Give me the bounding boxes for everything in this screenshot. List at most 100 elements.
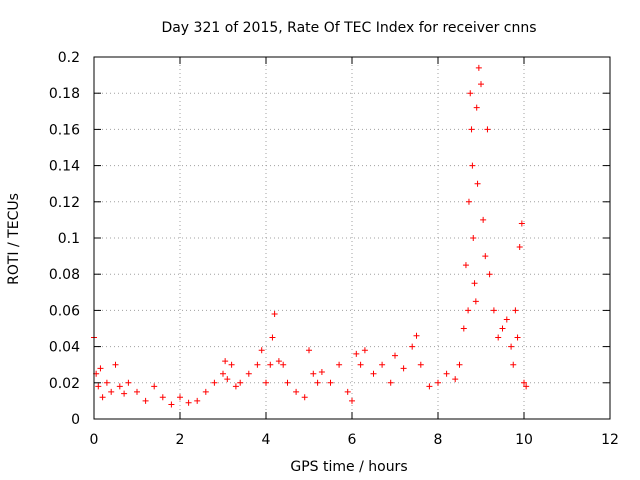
- data-point: [306, 347, 312, 354]
- y-tick-label: 0.12: [49, 195, 80, 211]
- data-point: [474, 180, 481, 187]
- data-point: [370, 370, 377, 377]
- data-point: [471, 280, 478, 287]
- data-point: [232, 383, 239, 390]
- data-point: [443, 370, 450, 377]
- data-point: [465, 198, 472, 205]
- data-point: [475, 64, 482, 71]
- data-point: [108, 388, 115, 395]
- data-point: [387, 379, 394, 386]
- data-point: [245, 370, 252, 377]
- data-point: [314, 379, 321, 386]
- data-point: [467, 90, 474, 97]
- data-point: [116, 383, 123, 390]
- data-point: [400, 365, 407, 372]
- y-tick-label: 0.04: [49, 340, 80, 356]
- data-point: [224, 376, 231, 383]
- data-point: [523, 383, 530, 390]
- data-point: [514, 334, 521, 341]
- data-point: [220, 370, 226, 377]
- data-point: [495, 334, 502, 341]
- data-point: [228, 361, 235, 368]
- data-point: [103, 379, 110, 386]
- data-point: [503, 316, 510, 323]
- data-point: [336, 361, 343, 368]
- data-point: [472, 298, 479, 305]
- data-point: [484, 126, 491, 133]
- y-tick-label: 0.18: [49, 86, 80, 102]
- data-point: [254, 361, 261, 368]
- x-tick-label: 4: [262, 432, 271, 448]
- data-point: [512, 307, 519, 314]
- data-point: [452, 376, 459, 383]
- data-point: [194, 397, 201, 404]
- data-point: [310, 370, 317, 377]
- data-point: [151, 383, 158, 390]
- data-point: [327, 379, 334, 386]
- data-point: [185, 399, 192, 406]
- data-point: [469, 162, 476, 169]
- data-point: [508, 343, 515, 350]
- data-point: [202, 388, 209, 395]
- data-point: [361, 347, 368, 354]
- data-point: [460, 325, 467, 332]
- data-point: [349, 397, 355, 404]
- data-point: [280, 361, 287, 368]
- data-point: [482, 253, 489, 260]
- data-point: [222, 358, 229, 365]
- data-point: [465, 307, 472, 314]
- data-point: [379, 361, 386, 368]
- y-tick-label: 0.08: [49, 267, 80, 283]
- data-point: [344, 388, 351, 395]
- grid: [94, 57, 610, 419]
- data-point: [211, 379, 218, 386]
- data-point: [480, 216, 487, 223]
- data-point: [293, 388, 300, 395]
- data-point: [409, 343, 416, 350]
- data-point: [318, 368, 325, 375]
- data-point: [275, 358, 282, 365]
- data-point: [462, 262, 469, 269]
- data-point: [95, 383, 102, 390]
- data-point: [134, 388, 140, 395]
- data-point: [168, 401, 175, 408]
- data-point: [413, 332, 420, 339]
- data-point: [417, 361, 424, 368]
- data-point: [478, 81, 484, 88]
- data-point: [258, 347, 265, 354]
- x-tick-label: 10: [515, 432, 533, 448]
- data-point: [357, 361, 364, 368]
- data-point: [510, 361, 517, 368]
- data-point: [518, 220, 525, 227]
- y-tick-label: 0.16: [49, 122, 80, 138]
- data-point: [267, 361, 274, 368]
- data-point: [468, 126, 475, 133]
- x-tick-label: 12: [601, 432, 619, 448]
- y-tick-label: 0.2: [58, 50, 80, 66]
- data-point: [392, 352, 398, 359]
- data-point: [499, 325, 506, 332]
- x-axis-title: GPS time / hours: [290, 459, 407, 475]
- data-point: [263, 379, 269, 386]
- data-point: [470, 235, 477, 241]
- data-point: [142, 397, 149, 404]
- data-point: [486, 271, 493, 278]
- x-tick-label: 2: [176, 432, 185, 448]
- data-point: [301, 394, 308, 401]
- data-point: [121, 390, 128, 397]
- data-point: [456, 361, 463, 368]
- data-point: [284, 379, 291, 386]
- data-point: [125, 379, 132, 386]
- data-point: [97, 365, 104, 372]
- data-point: [490, 307, 497, 314]
- y-tick-label: 0.14: [49, 159, 80, 175]
- data-point: [353, 350, 360, 357]
- y-tick-label: 0: [71, 412, 80, 428]
- x-tick-label: 8: [434, 432, 443, 448]
- data-point: [516, 244, 523, 251]
- data-point: [435, 379, 441, 386]
- y-axis-title: ROTI / TECUs: [6, 193, 22, 285]
- x-tick-label: 0: [90, 432, 99, 448]
- data-point: [473, 104, 480, 111]
